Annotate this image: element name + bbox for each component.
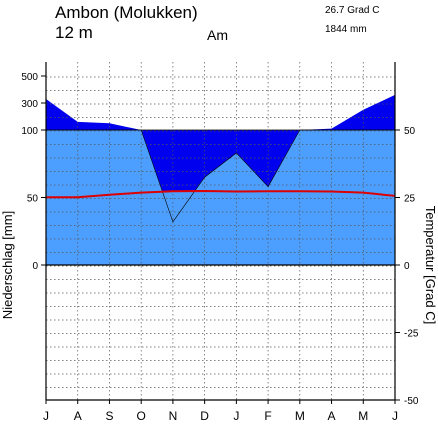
x-tick-label: J [43,409,49,423]
y-tick-label-right: 25 [404,194,416,205]
axes-layer [41,62,400,404]
x-tick-label: A [328,409,336,423]
x-tick-label: S [105,409,113,423]
y-tick-label-right: 50 [404,126,416,137]
y-tick-label-left: 500 [21,72,38,83]
y-tick-label-left: 100 [21,126,38,137]
y-tick-label-left: 300 [21,99,38,110]
y-tick-label-right: -50 [404,396,419,407]
y-tick-label-right: -25 [404,329,419,340]
y-axis-label-right: Temperatur [Grad C] [423,206,438,325]
x-tick-label: M [358,409,368,423]
station-elevation: 12 m [55,23,93,42]
x-tick-label: F [264,409,271,423]
y-tick-label-right: 0 [404,261,410,272]
temperature-line [46,190,396,199]
y-axis-label-left: Niederschlag [mm] [0,211,15,319]
x-tick-label: M [295,409,305,423]
tick-label-layer: 0 50 100 300 500 50 25 0 -25 -50 J A S O N D J F M A M J [21,72,419,423]
x-tick-label: D [200,409,209,423]
perhumid-area [46,94,395,222]
humid-area-lower [46,191,395,265]
fill-layer [46,94,395,265]
humid-area [46,130,395,222]
y-tick-label-left: 50 [27,194,39,205]
grid-layer [46,62,395,400]
mean-temperature: 26.7 Grad C [325,5,379,16]
x-tick-label: J [392,409,398,423]
annual-precipitation: 1844 mm [325,24,367,35]
climate-class: Am [207,27,228,43]
x-tick-label: N [169,409,178,423]
y-tick-label-left: 0 [32,261,38,272]
chart-title: Ambon (Molukken) [55,3,198,22]
x-tick-label: J [233,409,239,423]
x-tick-label: A [74,409,82,423]
x-tick-label: O [137,409,146,423]
